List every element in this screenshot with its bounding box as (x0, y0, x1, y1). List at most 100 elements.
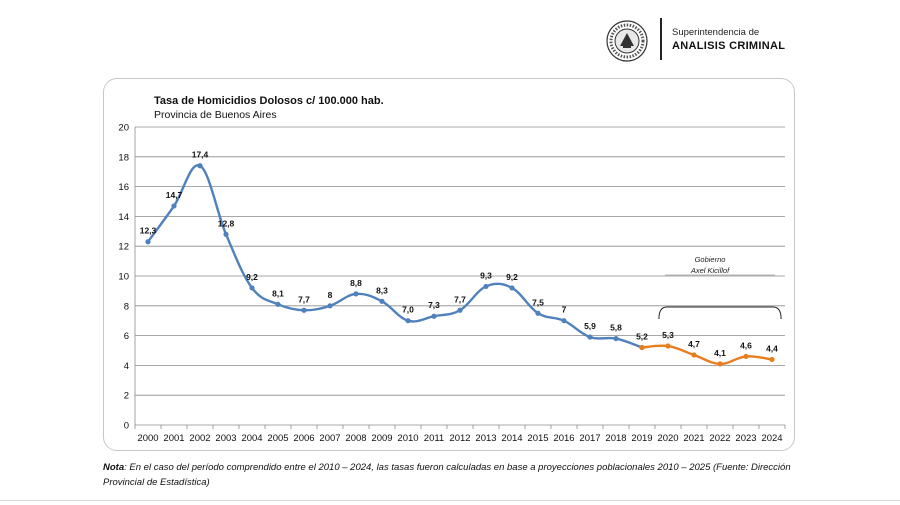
x-tick-label: 2022 (709, 433, 730, 444)
footnote: Nota: En el caso del período comprendido… (103, 460, 823, 490)
data-label: 5,2 (636, 332, 648, 342)
y-tick-label: 16 (118, 182, 129, 193)
data-label: 4,7 (688, 339, 700, 349)
grid-lines (135, 126, 785, 396)
data-point (587, 334, 593, 340)
series-line-2 (641, 344, 773, 366)
x-tick-label: 2002 (189, 433, 210, 444)
data-label: 7,7 (454, 294, 466, 304)
data-point (743, 353, 749, 360)
x-tick-label: 2021 (683, 433, 704, 444)
bottom-rule (0, 500, 900, 501)
y-tick-label: 12 (118, 242, 129, 253)
data-label: 8,1 (272, 288, 284, 298)
chart-title: Tasa de Homicidios Dolosos c/ 100.000 ha… (154, 95, 384, 107)
data-label: 12,8 (218, 218, 235, 228)
data-point (483, 283, 489, 290)
data-label: 8,3 (376, 285, 388, 295)
x-tick-label: 2003 (215, 433, 236, 444)
x-tick-label: 2016 (553, 433, 574, 444)
data-point (457, 307, 463, 313)
x-tick-label: 2006 (293, 433, 314, 444)
x-tick-label: 2004 (241, 433, 262, 444)
x-tick-label: 2001 (163, 433, 184, 444)
x-tick-label: 2011 (424, 433, 444, 444)
data-label: 8,8 (350, 278, 362, 288)
data-point (197, 163, 203, 169)
data-label: 4,1 (714, 348, 726, 358)
data-label: 7,5 (532, 297, 544, 307)
org-name-line1: Superintendencia de (672, 27, 760, 38)
data-label: 4,4 (766, 343, 778, 353)
data-point (249, 285, 255, 291)
x-tick-label: 2019 (631, 433, 652, 444)
data-point (327, 303, 333, 309)
data-label: 7,0 (402, 305, 414, 315)
data-label: 5,3 (662, 330, 674, 340)
chart-subtitle: Provincia de Buenos Aires (154, 109, 277, 121)
data-label: 7,7 (298, 294, 310, 304)
data-point (717, 361, 723, 367)
homicide-rate-chart: Tasa de Homicidios Dolosos c/ 100.000 ha… (118, 95, 786, 444)
agency-seal-icon (606, 20, 648, 62)
data-label: 7 (562, 305, 567, 315)
y-tick-label: 14 (118, 212, 129, 223)
data-point (561, 318, 567, 324)
annotation-bracket (658, 306, 782, 320)
x-tick-label: 2005 (267, 433, 288, 444)
data-label: 14,7 (166, 190, 183, 200)
y-tick-label: 0 (124, 421, 129, 432)
data-label: 4,6 (740, 340, 752, 350)
agency-logo: Superintendencia de ANALISIS CRIMINAL (606, 18, 796, 62)
y-tick-label: 2 (124, 391, 129, 402)
y-tick-label: 10 (118, 272, 129, 283)
data-label: 8 (328, 290, 333, 300)
data-label: 9,2 (506, 272, 518, 282)
series-line-1 (147, 164, 643, 349)
x-tick-label: 2013 (475, 433, 496, 444)
series (145, 163, 775, 367)
data-point (691, 352, 697, 358)
logo-divider (660, 18, 662, 60)
data-point (171, 203, 177, 209)
data-point (665, 343, 671, 349)
footnote-text: : En el caso del período comprendido ent… (103, 462, 791, 488)
data-labels: 12,3 14,7 17,4 12,8 9,2 8,1 7,7 8 8,8 8,3 7,0 7,3 7,… (140, 150, 778, 358)
data-point (145, 239, 151, 245)
data-point (379, 298, 385, 304)
x-tick-label: 2007 (319, 433, 340, 444)
data-point (275, 301, 281, 307)
x-tick-label: 2000 (137, 433, 158, 444)
x-tick-label: 2014 (501, 433, 522, 444)
x-tick-label: 2015 (527, 433, 548, 444)
annotation-line1: Gobierno (695, 255, 726, 264)
data-point (431, 313, 437, 319)
annotation-line2: Axel Kicillof (690, 266, 730, 275)
org-name-line2: ANALISIS CRIMINAL (672, 40, 786, 52)
x-tick-label: 2017 (579, 433, 600, 444)
x-tick-label: 2009 (371, 433, 392, 444)
y-tick-label: 18 (118, 152, 129, 163)
x-tick-label: 2012 (449, 433, 470, 444)
axes: 0 2 4 6 8 10 12 14 16 18 20 2000 2001 2002 2003 2004 200… (118, 123, 786, 444)
x-tick-label: 2024 (761, 433, 782, 444)
data-point (535, 310, 541, 316)
data-label: 12,3 (140, 226, 157, 236)
x-tick-label: 2010 (397, 433, 418, 444)
y-tick-label: 8 (124, 301, 129, 312)
footnote-label: Nota (103, 462, 125, 473)
data-point (613, 335, 619, 342)
y-tick-label: 6 (124, 331, 129, 342)
chart-container: Tasa de Homicidios Dolosos c/ 100.000 ha… (103, 78, 795, 451)
data-point (405, 318, 411, 324)
data-point (301, 307, 307, 313)
x-tick-label: 2023 (735, 433, 756, 444)
x-tick-label: 2020 (657, 433, 678, 444)
data-point (639, 344, 645, 351)
x-tick-label: 2008 (345, 433, 366, 444)
data-label: 5,9 (584, 321, 596, 331)
data-label: 5,8 (610, 323, 622, 333)
y-tick-label: 4 (124, 361, 129, 372)
data-point (353, 291, 359, 297)
x-tick-label: 2018 (605, 433, 626, 444)
